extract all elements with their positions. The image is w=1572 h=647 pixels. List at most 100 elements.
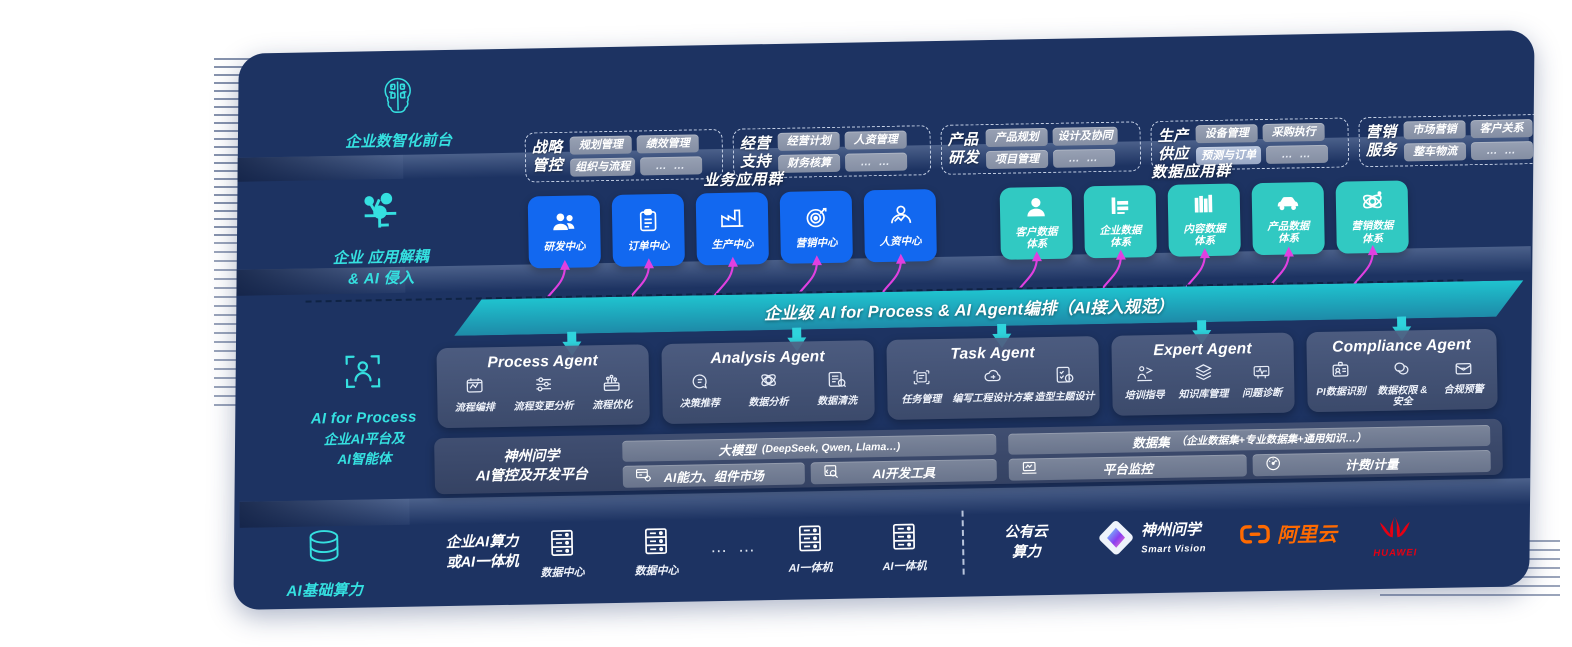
brand-shenzhou[interactable]: 神州问学 Smart Vision [1098,518,1207,561]
app-card-marketing[interactable]: 营销中心 [779,190,853,264]
agent-capability[interactable]: 培训指导 [1117,363,1172,402]
agent-card-process[interactable]: Process Agent 流程编排 [436,344,650,429]
agent-capability[interactable]: 知识库管理 [1176,362,1231,401]
infra-node-label: 数据中心 [634,564,679,578]
agent-capability[interactable]: PI数据识别 [1312,359,1370,409]
layer-subtitle-2: AI智能体 [337,451,392,468]
agent-capability[interactable]: 数据清洗 [804,368,869,407]
app-card-order[interactable]: 订单中心 [611,193,685,267]
shield-lock-icon [1391,358,1412,383]
domain-group-name: 生产 供应 [1157,127,1190,163]
molecule-icon [280,187,481,243]
domain-chip[interactable]: 市场营销 [1403,120,1466,140]
training-icon [1134,363,1155,388]
agent-capability[interactable]: 任务管理 [892,367,951,406]
domain-chip[interactable]: 整车物流 [1403,142,1467,162]
ai-band-shape [454,280,1524,336]
infra-node-0[interactable]: 数据中心 [540,528,585,581]
domain-chip[interactable]: 设计及协同 [1052,126,1118,146]
private-compute-label: 企业AI算力 或AI一体机 [445,533,519,571]
infra-node-4[interactable]: AI一体机 [882,521,927,574]
agent-capability[interactable]: 流程变更分析 [511,374,576,413]
agent-card-expert[interactable]: Expert Agent 培训指导 知识库管理 [1111,332,1295,416]
agent-card-analysis[interactable]: Analysis Agent 决策推荐 [661,340,875,425]
components-icon [635,467,652,486]
data-card-enterprise[interactable]: 企业数据 体系 [1083,185,1157,259]
domain-group-2[interactable]: 产品 研发 产品规划 设计及协同 项目管理 … … [940,121,1142,175]
agent-name: Compliance Agent [1332,336,1472,356]
agent-name: Analysis Agent [710,348,825,368]
domain-group-name: 产品 研发 [947,131,980,167]
building-icon [1109,194,1131,221]
data-card-marketing[interactable]: 营销数据 体系 [1335,180,1409,254]
domain-group-0[interactable]: 战略 管控 规划管理 绩效管理 组织与流程 … … [524,128,724,183]
domain-chip[interactable]: 产品规划 [985,127,1048,148]
platform-bar-devtools[interactable]: AI开发工具 [810,458,997,485]
domain-chip-more[interactable]: … … [639,156,703,176]
agent-capability[interactable]: 合规预警 [1434,357,1492,407]
infra-node-1[interactable]: 数据中心 [634,526,679,579]
data-card-product[interactable]: 产品数据 体系 [1251,181,1325,256]
clipboard-icon [637,208,660,237]
agent-capability[interactable]: 数据分析 [736,370,801,409]
huawei-logo [1372,514,1419,548]
domain-chip-more[interactable]: … … [1265,144,1329,164]
infra-node-3[interactable]: AI一体机 [788,523,833,576]
data-card-label: 企业数据 体系 [1099,224,1142,249]
domain-chip[interactable]: 项目管理 [985,149,1049,170]
platform-bar-monitor[interactable]: 平台监控 [1008,454,1247,481]
server-icon [642,526,671,562]
capability-label: 决策推荐 [679,398,720,410]
domain-chip[interactable]: 采购执行 [1262,122,1325,143]
data-card-label: 营销数据 体系 [1351,219,1394,245]
data-card-content[interactable]: 内容数据 体系 [1167,183,1241,257]
domain-chip-more[interactable]: … … [844,152,908,172]
domain-chip[interactable]: 人资管理 [844,130,907,150]
data-clean-icon [826,369,847,394]
capability-label: 数据权限 & 安全 [1377,385,1428,408]
agent-capability[interactable]: 流程优化 [579,372,644,411]
app-card-rd[interactable]: 研发中心 [527,195,601,269]
domain-chip-more[interactable]: … … [1052,148,1116,168]
data-card-label: 内容数据 体系 [1183,222,1226,248]
users-icon [551,211,577,238]
platform-bar-billing[interactable]: 计费/计量 [1252,449,1491,477]
agent-capability[interactable]: 编写工程设计方案 [952,365,1033,405]
agent-card-compliance[interactable]: Compliance Agent PI数据识别 [1306,328,1498,413]
data-card-customer[interactable]: 客户数据 体系 [999,186,1073,260]
domain-chip[interactable]: 经营计划 [777,131,840,151]
layer-label-decouple: 企业 应用解耦 & AI 侵入 [280,187,482,291]
capability-label: 知识库管理 [1178,388,1229,401]
domain-chip-more[interactable]: … … [1470,141,1534,161]
agent-capability[interactable]: 问题诊断 [1234,361,1289,400]
app-card-label: 人资中心 [879,235,922,248]
layer-label-ai-process: AI for Process 企业AI平台及 AI智能体 [262,346,464,473]
domain-chip[interactable]: 客户关系 [1470,119,1533,139]
platform-bar-components[interactable]: AI能力、组件市场 [622,462,806,488]
layer-label-front: 企业数智化前台 [297,71,498,155]
flow-chart-icon [464,375,485,400]
brand-aliyun[interactable]: 阿里云 [1240,522,1337,551]
domain-chip[interactable]: 财务核算 [777,153,841,173]
domain-chip[interactable]: 绩效管理 [636,134,699,154]
agent-capability[interactable]: 流程编排 [442,375,507,414]
agent-capability[interactable]: 决策推荐 [667,371,732,410]
optimize-icon [601,373,622,398]
app-card-label: 生产中心 [711,238,754,252]
domain-chip[interactable]: 设备管理 [1195,124,1258,144]
domain-chip[interactable]: 组织与流程 [570,157,636,177]
agent-capability[interactable]: 数据权限 & 安全 [1373,358,1431,408]
domain-group-4[interactable]: 营销 服务 市场营销 客户关系 整车物流 … … [1358,113,1535,168]
capability-label: 编写工程设计方案 [952,392,1033,405]
infra-node-label: AI一体机 [882,560,927,574]
atom-analysis-icon [757,370,778,395]
agent-capability[interactable]: 造型主题设计 [1034,364,1095,403]
agent-card-task[interactable]: Task Agent 任务管理 [886,336,1100,420]
app-card-hr[interactable]: 人资中心 [863,189,937,263]
domain-chip[interactable]: 规划管理 [569,135,632,155]
app-card-production[interactable]: 生产中心 [695,192,769,266]
person-scan-icon [262,346,463,404]
brand-huawei[interactable]: HUAWEI [1372,514,1419,559]
data-card-label: 产品数据 体系 [1267,220,1310,245]
